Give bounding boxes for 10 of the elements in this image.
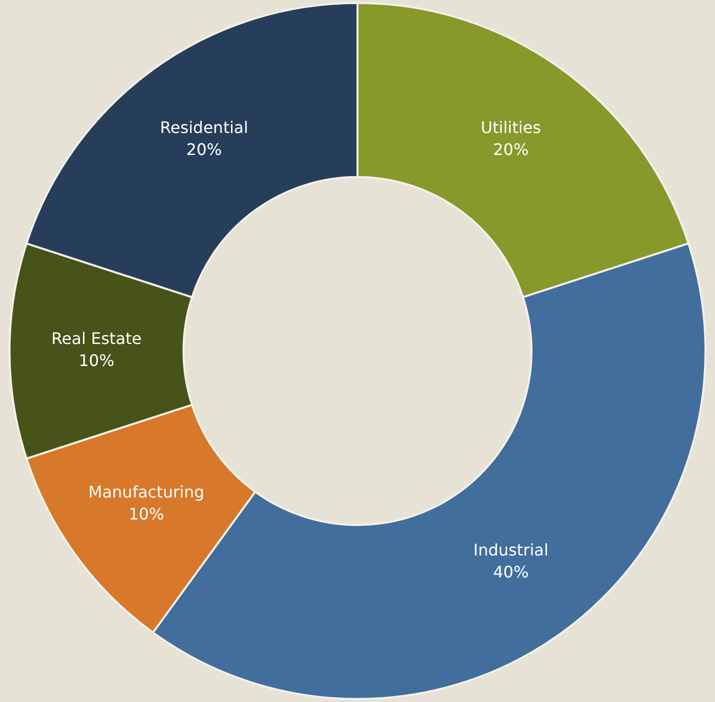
slice-label: Manufacturing [88,482,204,502]
slice-label: Industrial [473,540,548,560]
slice-label: Utilities [480,118,542,138]
data-label: 40% [493,562,529,582]
data-label: 20% [493,140,529,160]
data-label: 10% [78,351,114,370]
data-label: 20% [186,140,222,160]
slice-label: Real Estate [51,329,142,348]
data-label: 10% [128,504,164,524]
slice-label: Residential [160,118,248,138]
